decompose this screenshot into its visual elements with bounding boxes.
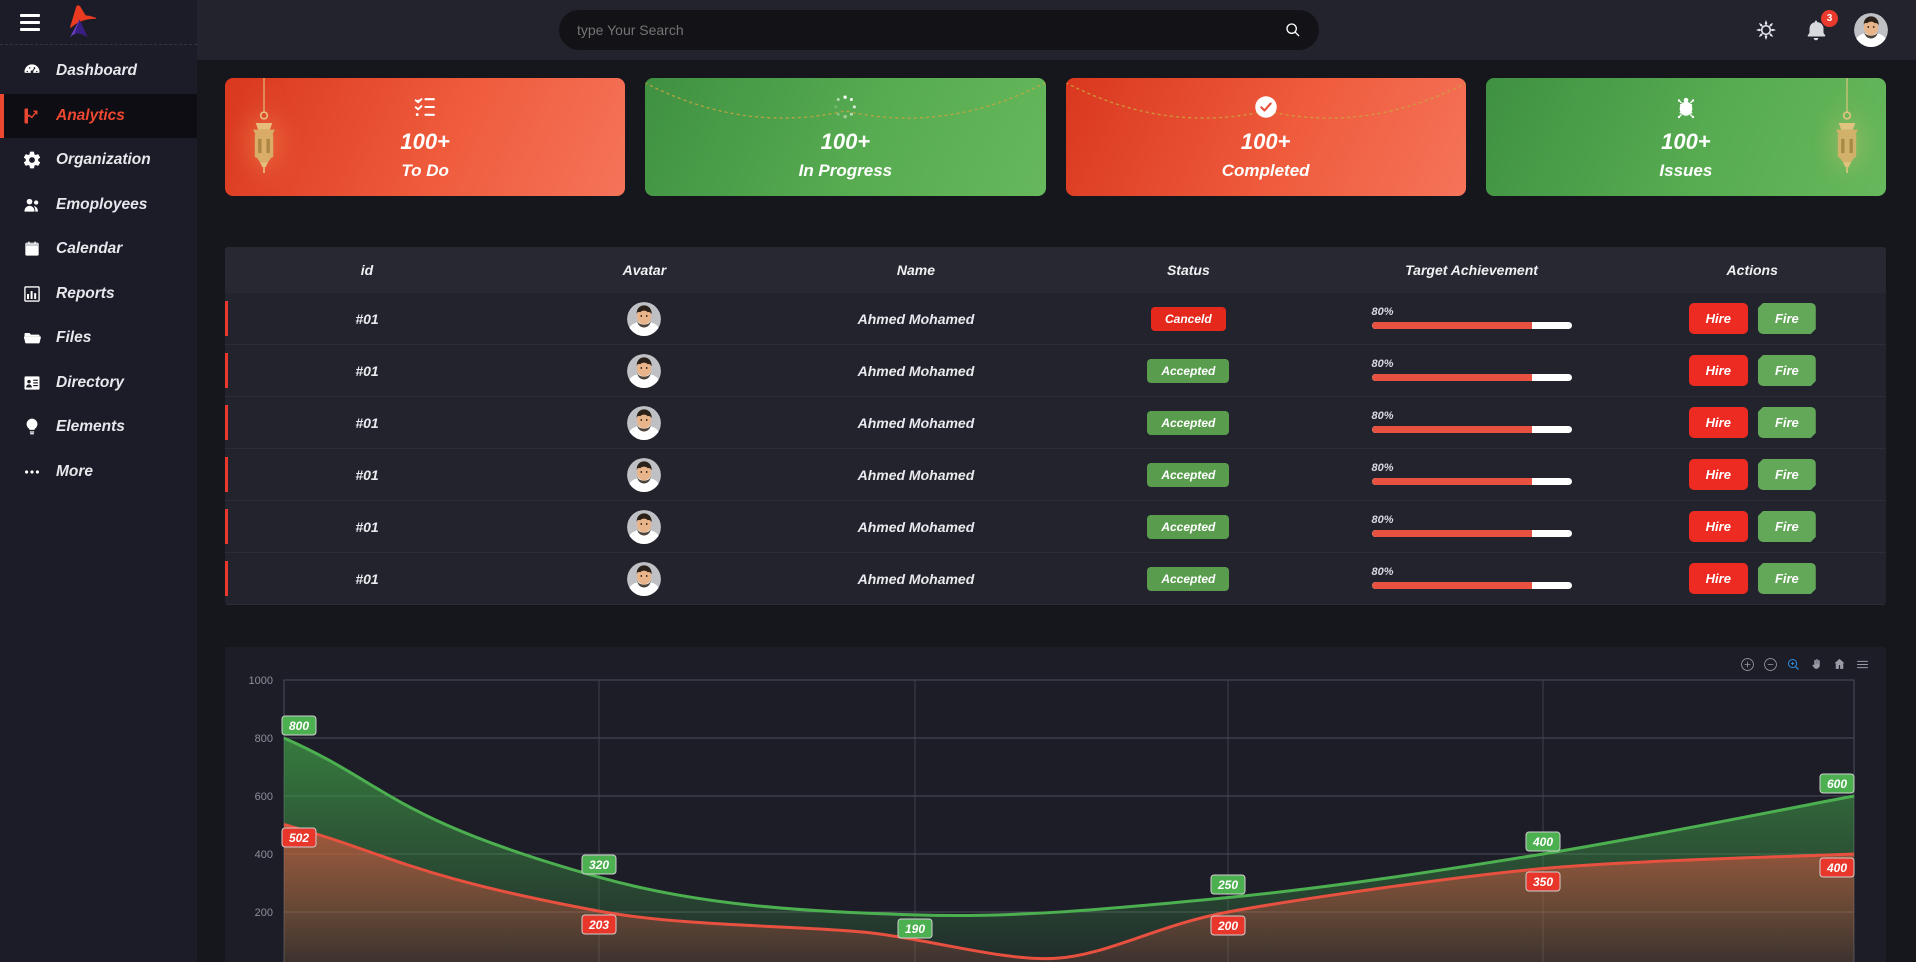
svg-text:400: 400 <box>255 849 273 861</box>
svg-text:800: 800 <box>289 719 309 733</box>
svg-text:320: 320 <box>589 858 609 872</box>
svg-text:190: 190 <box>905 922 925 936</box>
svg-text:600: 600 <box>255 791 273 803</box>
svg-text:800: 800 <box>255 733 273 745</box>
svg-text:400: 400 <box>1532 835 1553 849</box>
svg-text:203: 203 <box>588 918 609 932</box>
svg-text:600: 600 <box>1827 777 1847 791</box>
svg-text:200: 200 <box>255 907 273 919</box>
svg-text:502: 502 <box>289 831 309 845</box>
svg-text:1000: 1000 <box>249 675 273 687</box>
svg-text:200: 200 <box>1217 919 1238 933</box>
svg-text:250: 250 <box>1217 878 1238 892</box>
svg-text:350: 350 <box>1533 875 1553 889</box>
svg-text:400: 400 <box>1826 861 1847 875</box>
